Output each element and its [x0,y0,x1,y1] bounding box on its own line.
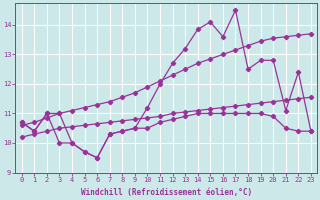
X-axis label: Windchill (Refroidissement éolien,°C): Windchill (Refroidissement éolien,°C) [81,188,252,197]
